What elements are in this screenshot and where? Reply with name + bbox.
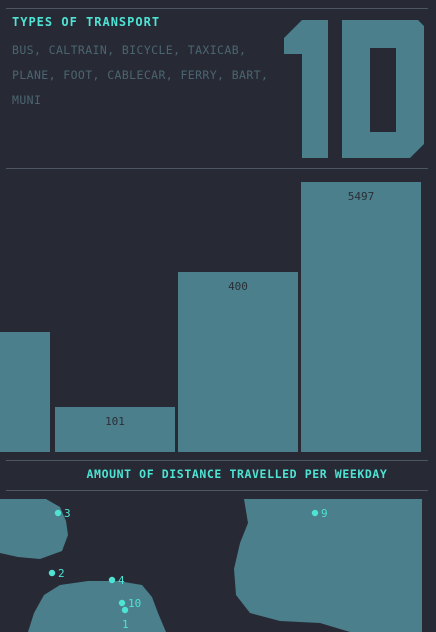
bar-0 (0, 332, 50, 452)
header-divider (6, 168, 428, 169)
map-marker-label-10: 10 (128, 597, 141, 610)
count-digit-zero (342, 20, 424, 158)
bar-value-label-2: 400 (228, 280, 248, 293)
landmass-northwest (0, 499, 68, 559)
count-digit-one (284, 20, 328, 158)
transport-types-list: Bus, Caltrain, Bicycle, Taxicab, Plane, … (12, 43, 269, 107)
bar-chart: 01014005497 (0, 182, 421, 452)
map-marker-label-9: 9 (321, 507, 328, 520)
bar-3 (301, 182, 421, 452)
bar-value-label-1: 101 (105, 415, 125, 428)
top-divider (6, 8, 428, 9)
chart-bottom-divider (6, 490, 428, 491)
bar-value-label-3: 5497 (348, 190, 375, 203)
landmass-east (234, 499, 422, 632)
landmass-south (28, 581, 166, 632)
chart-caption: Amount of distance travelled per weekday (86, 467, 388, 481)
bar-1 (55, 407, 175, 452)
section-title: Types of Transport (12, 15, 161, 29)
map-marker-dot-9 (311, 509, 319, 517)
map-marker-dot-1 (121, 606, 129, 614)
map-marker-dot-10 (118, 599, 126, 607)
map-marker-label-3: 3 (64, 507, 71, 520)
chart-top-divider (6, 460, 428, 461)
map-marker-dot-3 (54, 509, 62, 517)
map-marker-dot-4 (108, 576, 116, 584)
region-map: 3 2 410 1 9 (0, 499, 422, 632)
map-marker-label-2: 2 (58, 567, 65, 580)
map-marker-label-1: 1 (122, 618, 129, 631)
map-marker-dot-2 (48, 569, 56, 577)
transport-count: 10 (284, 20, 424, 158)
bar-2 (178, 272, 298, 452)
map-marker-label-4: 4 (118, 574, 125, 587)
